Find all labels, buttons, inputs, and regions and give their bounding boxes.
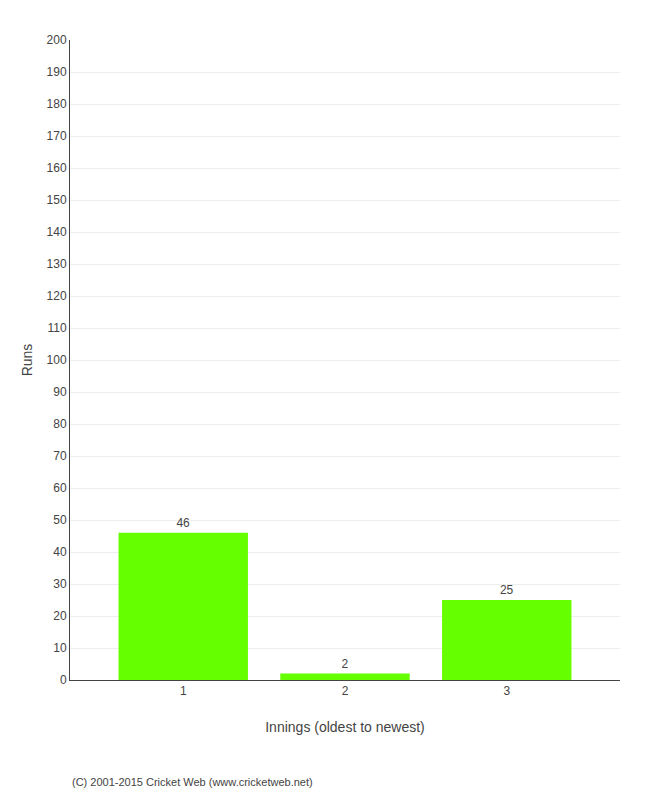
svg-text:80: 80 [53, 417, 67, 431]
svg-text:2: 2 [342, 657, 349, 671]
svg-text:170: 170 [47, 129, 67, 143]
svg-text:90: 90 [53, 385, 67, 399]
svg-text:60: 60 [53, 481, 67, 495]
svg-text:Runs: Runs [19, 344, 35, 377]
svg-text:50: 50 [53, 513, 67, 527]
svg-text:180: 180 [47, 97, 67, 111]
svg-text:30: 30 [53, 577, 67, 591]
svg-text:190: 190 [47, 65, 67, 79]
svg-text:110: 110 [47, 321, 66, 335]
svg-text:20: 20 [53, 609, 67, 623]
svg-text:120: 120 [47, 289, 67, 303]
svg-text:1: 1 [180, 684, 187, 698]
svg-text:140: 140 [47, 225, 67, 239]
svg-text:0: 0 [60, 673, 67, 687]
svg-text:2: 2 [342, 684, 349, 698]
svg-text:70: 70 [53, 449, 67, 463]
svg-text:200: 200 [47, 33, 67, 47]
svg-text:(C) 2001-2015 Cricket Web (www: (C) 2001-2015 Cricket Web (www.cricketwe… [72, 776, 313, 788]
svg-text:40: 40 [53, 545, 67, 559]
svg-text:3: 3 [503, 684, 510, 698]
svg-text:150: 150 [47, 193, 67, 207]
svg-text:160: 160 [47, 161, 67, 175]
svg-text:46: 46 [176, 516, 190, 530]
svg-text:130: 130 [47, 257, 67, 271]
svg-text:10: 10 [53, 641, 67, 655]
svg-text:Innings (oldest to newest): Innings (oldest to newest) [265, 719, 425, 735]
svg-text:25: 25 [500, 583, 514, 597]
svg-text:100: 100 [47, 353, 67, 367]
